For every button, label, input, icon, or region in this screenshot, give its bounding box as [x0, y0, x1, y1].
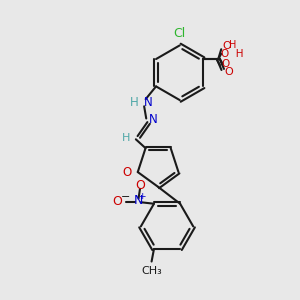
Text: H: H — [130, 96, 139, 109]
Text: +: + — [138, 192, 146, 201]
Text: N: N — [148, 113, 158, 127]
Text: O: O — [223, 41, 232, 51]
Text: N: N — [134, 194, 143, 207]
Text: H: H — [229, 40, 237, 50]
Text: O: O — [224, 68, 233, 77]
Text: N: N — [144, 96, 153, 109]
Text: O: O — [112, 195, 122, 208]
Text: H: H — [122, 133, 130, 143]
Text: O  H: O H — [221, 49, 244, 59]
Text: O: O — [221, 59, 230, 69]
Text: O: O — [123, 166, 132, 178]
Text: CH₃: CH₃ — [141, 266, 162, 276]
Text: −: − — [121, 193, 131, 202]
Text: Cl: Cl — [174, 27, 186, 40]
Text: O: O — [135, 179, 145, 192]
